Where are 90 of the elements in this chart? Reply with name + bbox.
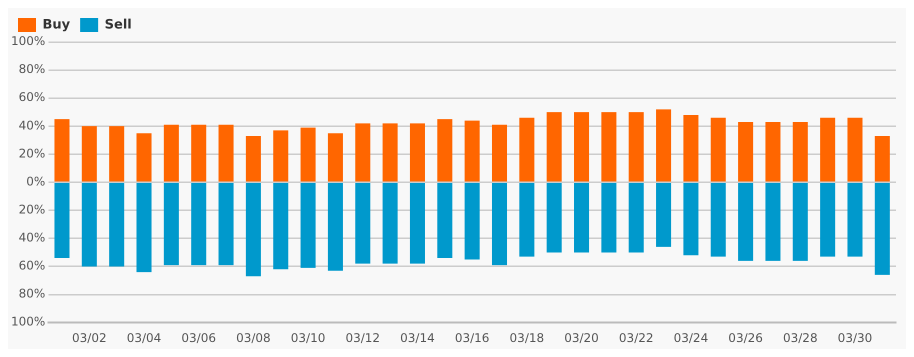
x-tick-label: 03/04 <box>126 330 162 345</box>
bar <box>82 126 97 182</box>
bar <box>738 122 754 182</box>
bar <box>546 112 562 182</box>
bar <box>82 183 97 266</box>
x-tick-label: 03/28 <box>782 330 818 345</box>
bar <box>54 119 70 182</box>
x-tick-label: 03/06 <box>181 330 216 345</box>
bar <box>300 183 316 268</box>
bar <box>246 136 261 182</box>
bar <box>410 183 425 264</box>
y-tick-label: 80% <box>18 286 46 301</box>
bar <box>328 183 343 271</box>
bar <box>683 183 698 256</box>
bar <box>765 183 780 261</box>
y-tick-label: 80% <box>18 62 46 76</box>
bar <box>109 126 124 182</box>
bar <box>218 183 234 266</box>
bar <box>601 183 616 252</box>
bar <box>54 183 70 258</box>
bar <box>683 114 698 182</box>
bar <box>847 118 863 182</box>
bar <box>164 124 179 182</box>
x-tick-label: 03/26 <box>728 330 763 345</box>
bar <box>601 112 616 182</box>
bar <box>738 183 754 261</box>
bar <box>519 118 534 182</box>
bar <box>191 124 206 182</box>
bar <box>710 183 726 257</box>
bar <box>355 123 370 182</box>
bar <box>874 183 890 275</box>
bar <box>109 183 124 266</box>
bar <box>464 120 480 182</box>
bar <box>710 118 726 182</box>
x-tick-label: 03/24 <box>674 330 708 345</box>
bar <box>519 183 534 257</box>
bar <box>437 119 452 182</box>
bar <box>792 122 808 182</box>
bar <box>820 183 836 257</box>
bar <box>437 183 452 258</box>
bar <box>574 112 590 182</box>
x-tick-label: 03/22 <box>618 330 654 345</box>
bar <box>136 133 152 182</box>
bar <box>656 183 672 247</box>
x-tick-label: 03/30 <box>838 330 872 345</box>
bar <box>464 183 480 260</box>
x-tick-label: 03/16 <box>454 330 490 345</box>
x-tick-label: 03/12 <box>345 330 380 345</box>
bar <box>492 124 508 182</box>
bar <box>218 124 234 182</box>
bar <box>628 183 644 252</box>
x-tick-label: 03/14 <box>400 330 435 345</box>
y-tick-label: 100% <box>10 314 46 329</box>
bar <box>191 183 206 266</box>
bar <box>574 183 590 252</box>
bar <box>546 183 562 252</box>
legend-label: Buy <box>42 17 71 32</box>
y-tick-label: 40% <box>18 230 46 245</box>
y-tick-label: 40% <box>18 118 46 132</box>
bar <box>792 183 808 261</box>
bar <box>492 183 508 266</box>
y-tick-label: 20% <box>18 146 46 160</box>
bar <box>656 109 672 182</box>
bar <box>246 183 261 276</box>
bar <box>382 123 398 182</box>
x-tick-label: 03/08 <box>236 330 271 345</box>
y-tick-label: 100% <box>10 34 46 48</box>
y-tick-label: 20% <box>18 202 46 216</box>
x-tick-label: 03/10 <box>290 330 326 345</box>
bar <box>136 183 152 272</box>
bar <box>164 183 179 266</box>
bar <box>874 136 890 182</box>
bar <box>820 118 836 182</box>
bar <box>410 123 425 182</box>
bar <box>300 128 316 182</box>
y-tick-label: 60% <box>18 258 46 273</box>
bar <box>382 183 398 264</box>
bar <box>847 183 863 257</box>
bar <box>273 183 288 270</box>
bar <box>765 122 780 182</box>
y-tick-label: 0% <box>26 174 46 188</box>
bar <box>328 133 343 182</box>
bar <box>628 112 644 182</box>
bar <box>355 183 370 264</box>
x-tick-label: 03/02 <box>72 330 107 345</box>
x-tick-label: 03/18 <box>510 330 544 345</box>
y-tick-label: 60% <box>18 90 46 104</box>
legend-label: Sell <box>104 17 132 32</box>
x-tick-label: 03/20 <box>564 330 599 345</box>
bar <box>273 130 288 182</box>
